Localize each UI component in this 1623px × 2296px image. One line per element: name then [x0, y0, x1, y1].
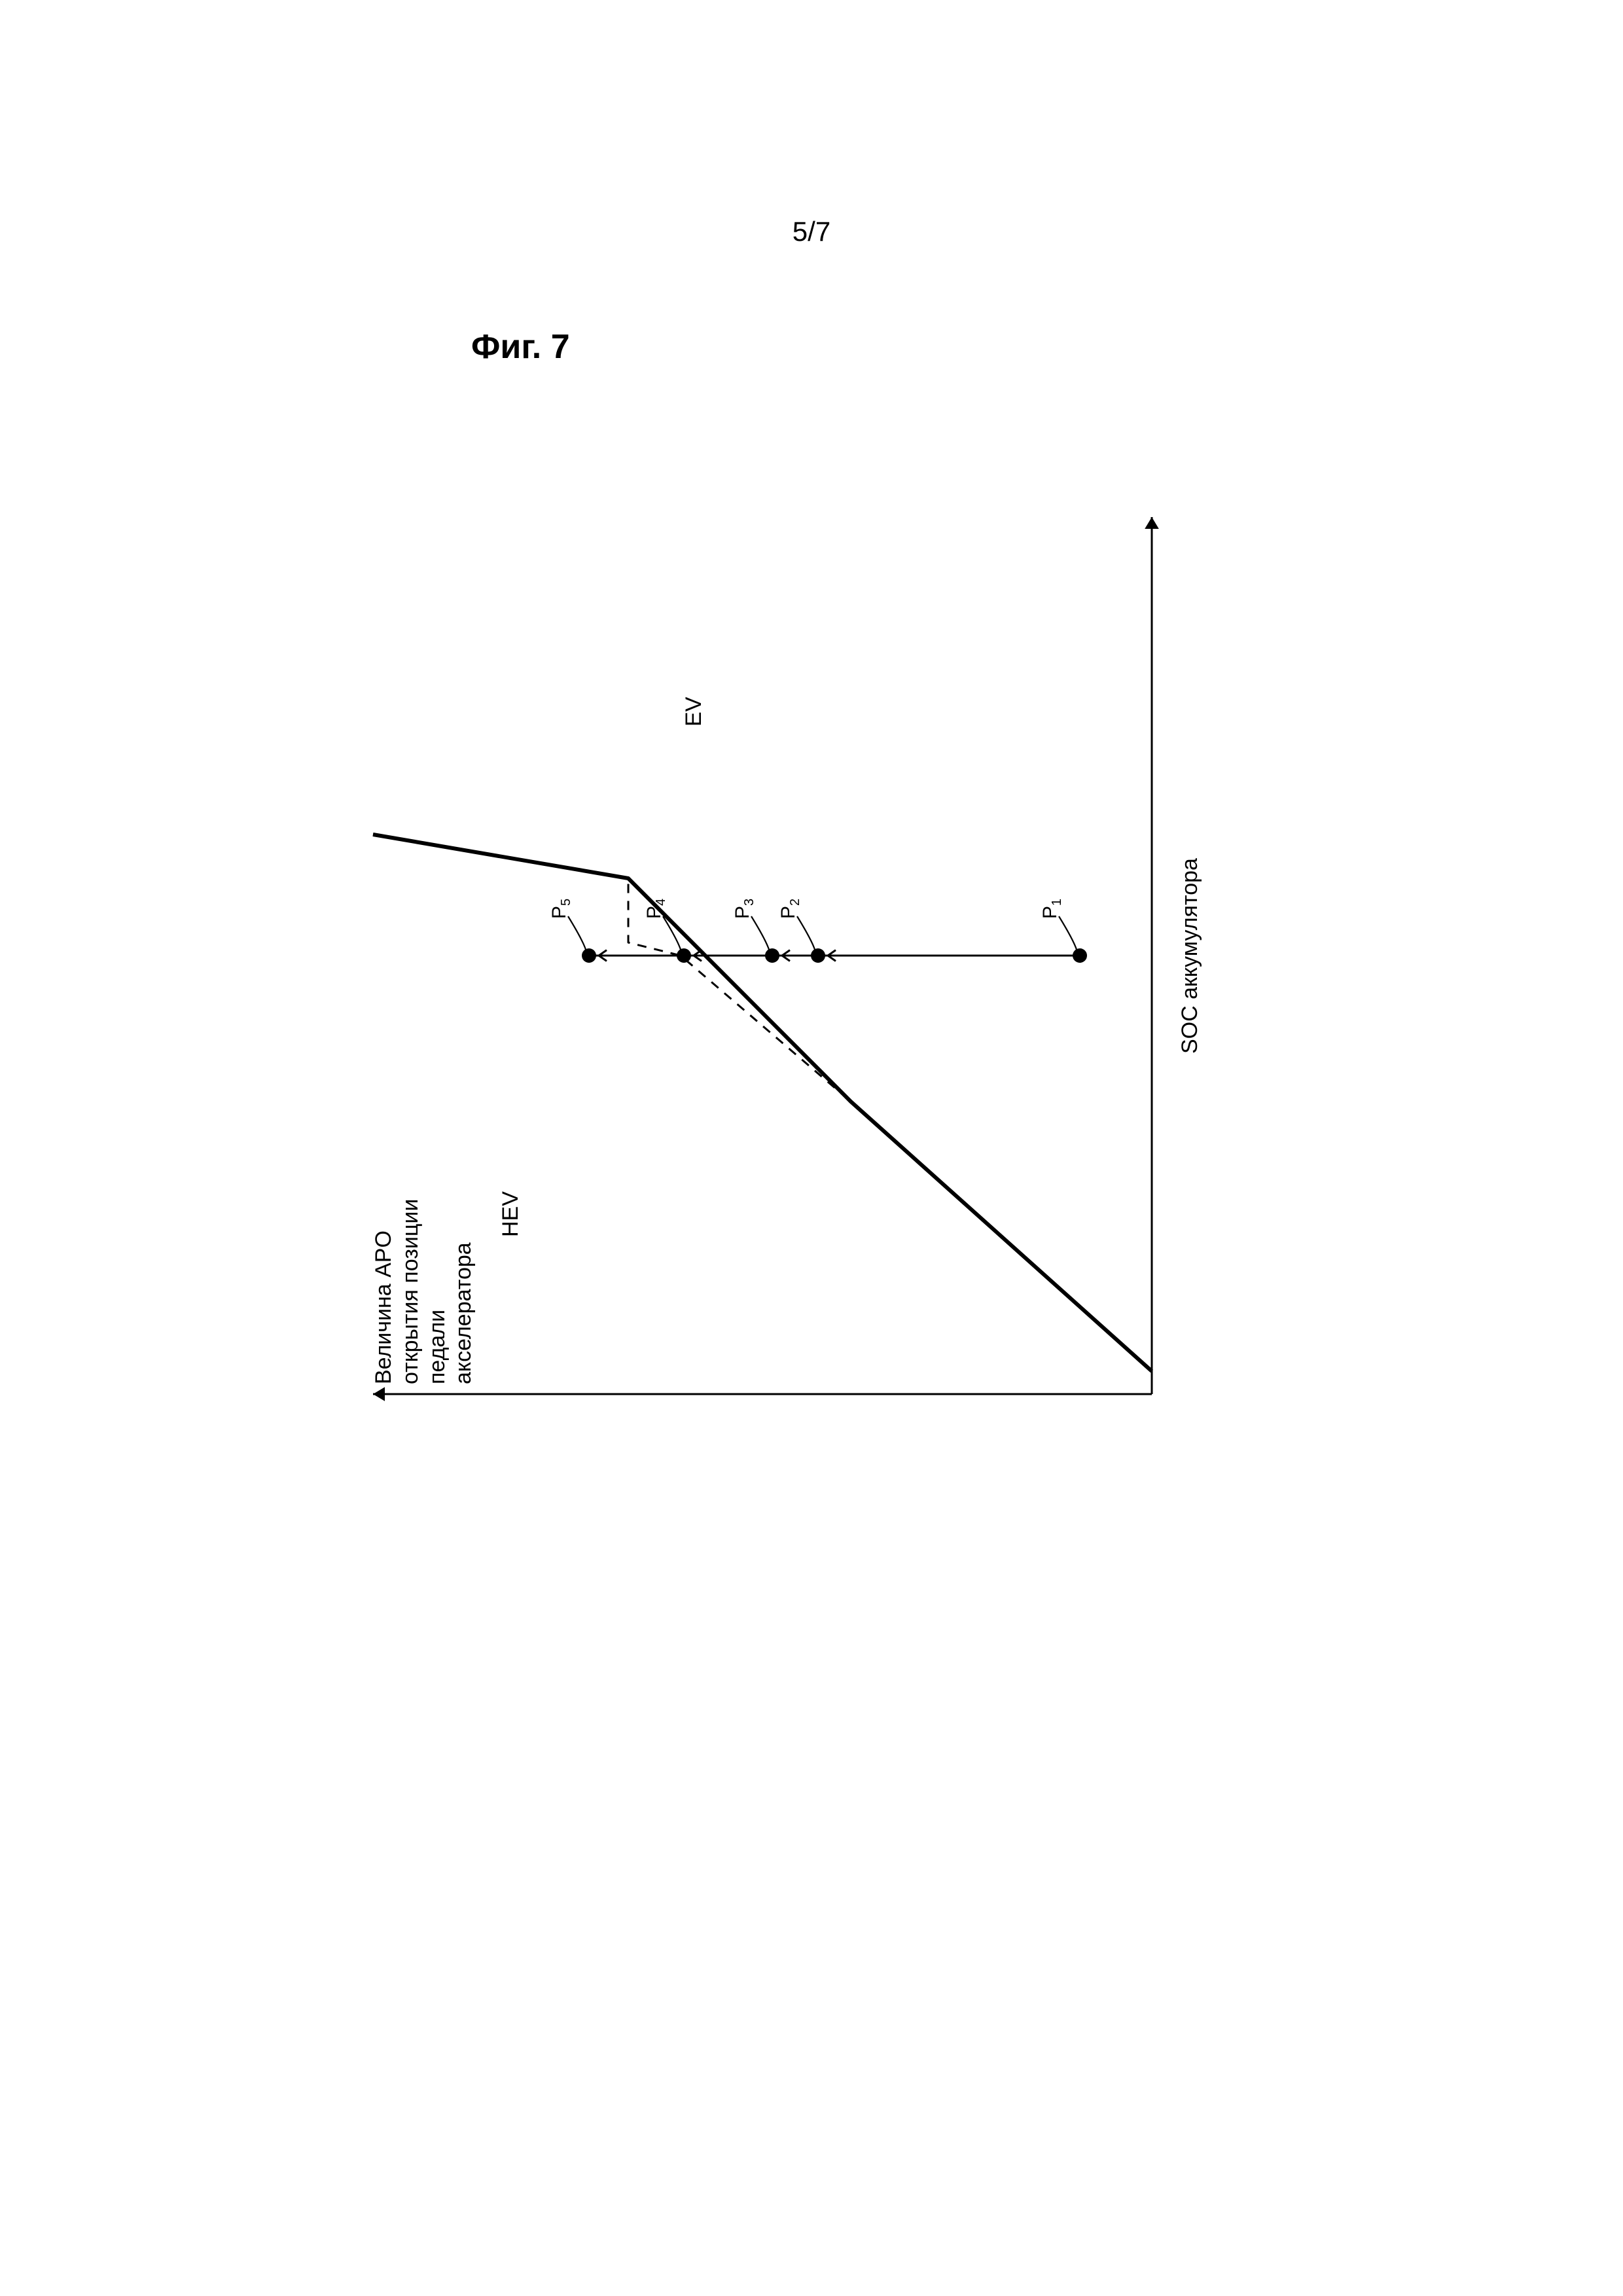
page: 5/7 Фиг. 7 SOC аккумулятора Величина APO…: [0, 0, 1623, 2296]
chart-svg: [347, 491, 1217, 1473]
ev-region-label: EV: [681, 697, 707, 726]
chart: SOC аккумулятора Величина APO открытия п…: [347, 491, 1217, 1473]
point-label-p5: P5: [548, 899, 574, 919]
point-label-p2: P2: [777, 899, 803, 919]
point-label-p1: P1: [1039, 899, 1065, 919]
y-axis-label: Величина APO открытия позиции педали акс…: [370, 1199, 477, 1384]
page-number: 5/7: [0, 216, 1623, 247]
x-axis-label: SOC аккумулятора: [1177, 858, 1204, 1054]
chart-container: SOC аккумулятора Величина APO открытия п…: [347, 491, 1217, 1473]
figure-label: Фиг. 7: [471, 327, 570, 367]
point-label-p4: P4: [643, 899, 669, 919]
point-label-p3: P3: [732, 899, 757, 919]
hev-region-label: HEV: [497, 1191, 524, 1237]
